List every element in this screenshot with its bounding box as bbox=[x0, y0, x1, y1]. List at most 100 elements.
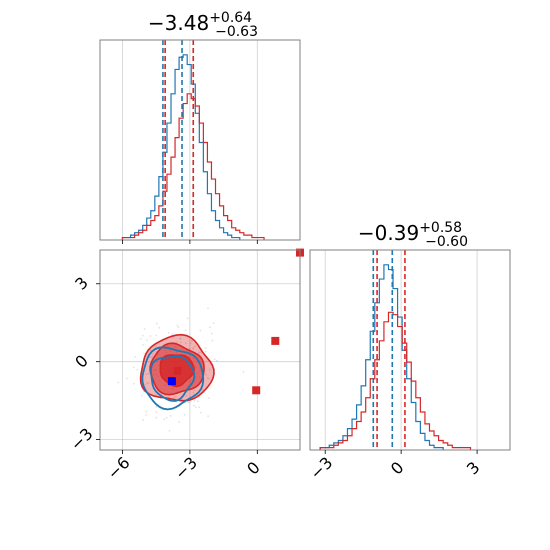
joint-scatter-point bbox=[171, 333, 174, 336]
marginal-histogram-y: −3 0 3 −0.39+0.58 −0.60 bbox=[306, 220, 511, 483]
joint-scatter-point bbox=[165, 416, 168, 419]
histogram-y-grid bbox=[324, 250, 478, 450]
joint-scatter-point bbox=[150, 356, 153, 359]
joint-scatter-point bbox=[188, 347, 191, 350]
joint-scatter-point bbox=[203, 391, 206, 394]
histogram-y-x-tick-label-1: 0 bbox=[387, 458, 408, 479]
joint-scatter-point bbox=[149, 335, 152, 337]
joint-scatter-point bbox=[207, 415, 210, 418]
joint-y-tick-label-0: −3 bbox=[67, 424, 97, 454]
joint-scatter-point bbox=[207, 307, 209, 310]
joint-scatter-point bbox=[190, 339, 193, 342]
histogram-y-title-sub: −0.60 bbox=[425, 234, 468, 250]
joint-x-tick-label-0: −6 bbox=[104, 453, 134, 483]
joint-frame bbox=[99, 249, 301, 451]
histogram-y-x-tick-labels: −3 0 3 bbox=[306, 453, 483, 483]
joint-scatter-point bbox=[213, 358, 216, 360]
joint-scatter-point bbox=[155, 411, 158, 414]
joint-scatter-point bbox=[200, 411, 202, 414]
joint-y-tick-label-1: 0 bbox=[71, 351, 92, 372]
joint-scatter-point bbox=[188, 401, 190, 404]
joint-scatter-point bbox=[192, 391, 195, 394]
histogram-x-series-1 bbox=[121, 93, 265, 240]
histogram-x-frame bbox=[99, 39, 301, 241]
joint-scatter-point bbox=[132, 366, 135, 369]
joint-scatter-point bbox=[134, 356, 137, 358]
joint-scatter-point bbox=[175, 395, 177, 398]
joint-scatter-point bbox=[205, 373, 207, 376]
joint-marker-3 bbox=[173, 366, 182, 375]
joint-scatter-point bbox=[133, 382, 135, 385]
joint-scatter-point bbox=[204, 350, 207, 353]
joint-scatter-point bbox=[158, 326, 161, 329]
histogram-y-series bbox=[319, 264, 472, 450]
joint-scatter-point bbox=[175, 341, 178, 344]
joint-scatter-point bbox=[142, 344, 144, 346]
joint-scatter-point bbox=[155, 334, 158, 337]
joint-y-tick-label-2: 3 bbox=[71, 273, 92, 294]
joint-scatter-point bbox=[141, 334, 144, 337]
joint-x-tick-label-1: −3 bbox=[171, 453, 201, 483]
joint-scatter-point bbox=[146, 382, 149, 384]
joint-scatter-point bbox=[208, 397, 211, 400]
joint-marker-4 bbox=[167, 377, 176, 386]
joint-scatter-point bbox=[143, 328, 146, 330]
joint-scatter-point bbox=[207, 377, 210, 380]
joint-scatter-point bbox=[163, 418, 166, 421]
joint-scatter-point bbox=[168, 429, 171, 432]
joint-x-tick-label-2: 0 bbox=[243, 458, 264, 479]
joint-grid bbox=[100, 250, 300, 450]
histogram-y-x-tick-label-0: −3 bbox=[306, 453, 336, 483]
joint-scatter-point bbox=[186, 400, 189, 403]
joint-marker-1 bbox=[252, 386, 261, 395]
joint-scatter-point bbox=[193, 399, 196, 402]
joint-scatter-point bbox=[180, 341, 182, 344]
joint-scatter-point bbox=[155, 406, 158, 408]
joint-blue-contour-1 bbox=[150, 355, 196, 402]
histogram-y-ticks bbox=[324, 450, 478, 454]
joint-scatter-point bbox=[211, 339, 214, 342]
joint-scatter-point bbox=[199, 329, 202, 332]
joint-scatter-point bbox=[152, 352, 155, 355]
joint-scatter-point bbox=[139, 337, 142, 340]
joint-scatter-point bbox=[178, 421, 181, 423]
joint-ticks bbox=[96, 283, 258, 454]
marginal-histogram-x: −3.48+0.64 −0.63 bbox=[99, 10, 301, 244]
joint-scatter-point bbox=[143, 352, 145, 355]
histogram-y-title: −0.39+0.58 bbox=[358, 220, 462, 245]
histogram-x-title-main: −3.48 bbox=[148, 11, 209, 35]
joint-scatter-point bbox=[145, 373, 148, 376]
joint-scatter-point bbox=[145, 410, 148, 413]
joint-marker-0 bbox=[271, 336, 280, 345]
joint-scatter-point bbox=[147, 372, 150, 375]
joint-scatter-point bbox=[196, 400, 199, 403]
joint-scatter-point bbox=[199, 351, 202, 354]
joint-scatter-point bbox=[149, 349, 152, 352]
joint-scatter-point bbox=[142, 419, 145, 422]
joint-contour-panel: −6 −3 0 −303 bbox=[67, 248, 304, 483]
histogram-y-series-0 bbox=[319, 264, 444, 450]
histogram-y-x-tick-label-2: 3 bbox=[463, 458, 484, 479]
joint-scatter-point bbox=[193, 404, 195, 407]
histogram-y-title-main: −0.39 bbox=[358, 221, 419, 245]
joint-scatter-point bbox=[149, 356, 151, 358]
joint-scatter-point bbox=[173, 396, 176, 399]
joint-scatter-point bbox=[177, 326, 180, 329]
joint-scatter-point bbox=[117, 381, 120, 384]
histogram-y-frame bbox=[309, 249, 511, 451]
joint-scatter-point bbox=[186, 317, 189, 320]
joint-scatter-point bbox=[167, 332, 170, 334]
joint-scatter-point bbox=[193, 389, 196, 392]
joint-scatter-point bbox=[151, 355, 154, 357]
joint-scatter-point bbox=[198, 351, 200, 354]
joint-scatter-point bbox=[176, 324, 179, 327]
joint-scatter-point bbox=[209, 326, 211, 329]
joint-scatter-point bbox=[192, 348, 195, 350]
joint-y-tick-labels: −3 0 3 bbox=[67, 273, 97, 454]
joint-scatter-point bbox=[140, 394, 143, 397]
joint-scatter-point bbox=[126, 377, 128, 380]
joint-scatter-point bbox=[147, 382, 150, 385]
joint-scatter-point bbox=[179, 338, 182, 340]
histogram-y-title-sup: +0.58 bbox=[419, 220, 462, 236]
joint-scatter-point bbox=[242, 370, 245, 373]
